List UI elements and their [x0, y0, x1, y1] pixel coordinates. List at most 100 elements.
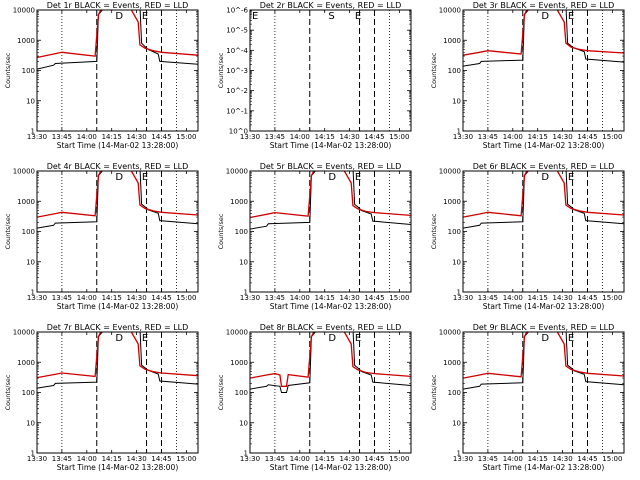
y-axis-label: Counts/sec: [430, 374, 438, 410]
x-tick-label: 14:00: [77, 133, 97, 141]
y-axis-label: Counts/sec: [4, 52, 12, 88]
plot-frame: [36, 331, 199, 454]
x-tick-label: 14:00: [77, 455, 97, 463]
x-tick-label: 14:00: [290, 294, 310, 302]
x-tick-label: 15:00: [602, 133, 622, 141]
x-tick-label: 15:00: [176, 455, 196, 463]
x-axis-label: Start Time (14-Mar-02 13:28:00): [57, 141, 179, 150]
marker-label: E: [568, 172, 574, 183]
series-line-events: [37, 10, 198, 70]
y-axis-label: Counts/sec: [4, 374, 12, 410]
y-axis-label: Counts/sec: [430, 52, 438, 88]
series-line-lld: [250, 332, 411, 387]
series-line-lld: [463, 171, 624, 218]
y-tick-label: 10000: [13, 329, 35, 337]
y-tick-label: 10^-2: [226, 87, 248, 95]
x-tick-label: 15:00: [602, 294, 622, 302]
x-tick-label: 14:30: [552, 455, 572, 463]
x-tick-label: 13:30: [453, 133, 473, 141]
x-tick-label: 13:30: [27, 294, 47, 302]
marker-label: E: [142, 172, 148, 183]
series-line-lld: [463, 332, 624, 379]
marker-label: D: [541, 333, 549, 344]
x-tick-label: 14:30: [126, 294, 146, 302]
y-tick-label: 100: [448, 228, 461, 236]
y-tick-label: 10: [452, 97, 461, 105]
marker-label: E: [142, 333, 148, 344]
x-axis-label: Start Time (14-Mar-02 13:28:00): [270, 463, 392, 472]
x-tick-label: 13:30: [240, 455, 260, 463]
x-axis-label: Start Time (14-Mar-02 13:28:00): [270, 302, 392, 311]
series-line-lld: [463, 10, 624, 56]
x-tick-label: 14:15: [102, 294, 122, 302]
y-tick-label: 10: [26, 97, 35, 105]
x-tick-label: 15:00: [602, 455, 622, 463]
y-tick-label: 1: [244, 450, 248, 458]
x-tick-label: 14:15: [528, 133, 548, 141]
series-line-events: [37, 332, 198, 389]
y-tick-label: 10^-6: [226, 7, 248, 15]
y-tick-label: 1: [31, 450, 35, 458]
x-tick-label: 14:30: [126, 455, 146, 463]
chart-title: Det 4r BLACK = Events, RED = LLD: [47, 162, 189, 171]
marker-label: D: [115, 172, 123, 183]
plot-frame: [462, 170, 625, 293]
y-tick-label: 1: [31, 128, 35, 136]
series-line-events: [37, 171, 198, 229]
x-tick-label: 13:30: [27, 133, 47, 141]
marker-label: D: [541, 172, 549, 183]
y-tick-label: 10^0: [229, 128, 248, 136]
plot-frame: [249, 331, 412, 454]
x-tick-label: 14:45: [364, 294, 384, 302]
x-tick-label: 13:45: [265, 455, 285, 463]
y-tick-label: 10: [452, 419, 461, 427]
x-tick-label: 15:00: [176, 133, 196, 141]
y-tick-label: 10^-4: [226, 47, 248, 55]
x-tick-label: 14:15: [315, 294, 335, 302]
x-tick-label: 14:45: [151, 133, 171, 141]
x-axis-label: Start Time (14-Mar-02 13:28:00): [483, 463, 605, 472]
y-tick-label: 10000: [439, 168, 461, 176]
marker-label: E: [142, 11, 148, 22]
panel-7: Det 7r BLACK = Events, RED = LLD Counts/s…: [4, 323, 199, 472]
x-tick-label: 14:45: [151, 455, 171, 463]
chart-title: Det 5r BLACK = Events, RED = LLD: [260, 162, 402, 171]
y-tick-label: 1000: [230, 359, 248, 367]
panel-4: Det 4r BLACK = Events, RED = LLD Counts/s…: [4, 162, 199, 311]
x-tick-label: 14:30: [552, 133, 572, 141]
x-tick-label: 15:00: [389, 133, 409, 141]
panel-5: Det 5r BLACK = Events, RED = LLD Counts/s…: [217, 162, 412, 311]
marker-label: E: [355, 172, 361, 183]
x-tick-label: 13:45: [265, 133, 285, 141]
x-tick-label: 14:30: [552, 294, 572, 302]
chart-title: Det 2r BLACK = Events, RED = LLD: [260, 1, 402, 10]
y-axis-label: Counts/sec: [217, 213, 225, 249]
y-tick-label: 1000: [230, 198, 248, 206]
y-tick-label: 10000: [226, 168, 248, 176]
x-axis-label: Start Time (14-Mar-02 13:28:00): [57, 302, 179, 311]
x-tick-label: 13:45: [52, 294, 72, 302]
y-tick-label: 1000: [17, 198, 35, 206]
x-tick-label: 13:30: [240, 294, 260, 302]
x-axis-label: Start Time (14-Mar-02 13:28:00): [483, 302, 605, 311]
panel-8: Det 8r BLACK = Events, RED = LLD Counts/s…: [217, 323, 412, 472]
chart-title: Det 9r BLACK = Events, RED = LLD: [473, 323, 615, 332]
x-axis-label: Start Time (14-Mar-02 13:28:00): [483, 141, 605, 150]
x-tick-label: 14:45: [577, 294, 597, 302]
x-tick-label: 14:00: [290, 133, 310, 141]
x-tick-label: 13:45: [52, 133, 72, 141]
y-tick-label: 100: [22, 389, 35, 397]
y-tick-label: 10000: [13, 7, 35, 15]
y-tick-label: 1: [31, 289, 35, 297]
y-tick-label: 1: [457, 289, 461, 297]
marker-label: D: [115, 11, 123, 22]
chart-title: Det 7r BLACK = Events, RED = LLD: [47, 323, 189, 332]
marker-label: E: [568, 333, 574, 344]
y-axis-label: Counts/sec: [217, 374, 225, 410]
x-tick-label: 13:45: [52, 455, 72, 463]
y-tick-label: 1: [457, 450, 461, 458]
plot-frame: [249, 170, 412, 293]
x-tick-label: 13:45: [478, 133, 498, 141]
marker-label: S: [328, 11, 334, 22]
